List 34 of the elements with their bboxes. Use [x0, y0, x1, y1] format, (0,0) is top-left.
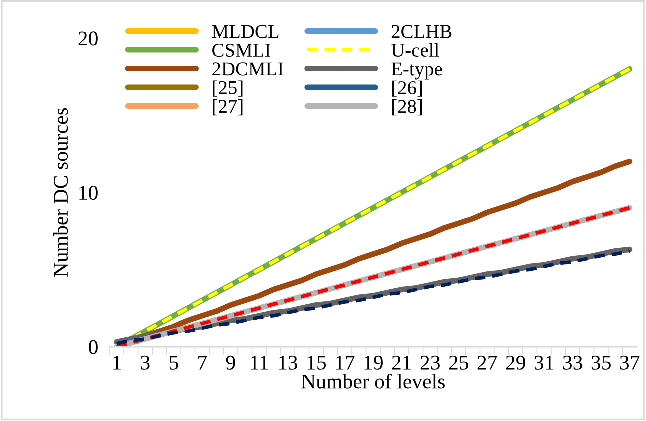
legend-label: 2DCMLI	[212, 62, 284, 76]
x-tick-label: 23	[420, 356, 440, 370]
x-tick-label: 7	[198, 356, 208, 370]
x-tick-label: 13	[279, 356, 298, 370]
x-tick-label: 33	[563, 356, 582, 370]
legend-label: [26]	[392, 80, 422, 97]
legend-label: E-type	[392, 62, 442, 80]
x-tick-label: 1	[114, 356, 121, 370]
x-tick-label: 19	[364, 356, 383, 370]
x-tick-label: 25	[449, 356, 468, 370]
x-tick-label: 17	[336, 356, 355, 370]
x-tick-label: 9	[226, 356, 236, 370]
x-tick-label: 5	[170, 356, 178, 370]
y-tick-label: 10	[80, 186, 98, 200]
y-tick-label: 20	[78, 32, 98, 46]
x-axis-title: Number of levels	[302, 374, 445, 389]
x-tick-label: 21	[392, 356, 412, 370]
x-tick-label: 31	[534, 356, 554, 370]
legend-label: MLDCL	[212, 25, 279, 38]
x-tick-label: 27	[478, 356, 498, 370]
legend-label: [28]	[392, 100, 422, 116]
legend-label: CSMLI	[212, 44, 270, 58]
legend-label: [25]	[213, 80, 243, 97]
y-tick-label: 0	[89, 340, 98, 354]
x-tick-label: 35	[592, 356, 611, 370]
x-tick-label: 3	[141, 356, 150, 370]
x-tick-label: 37	[620, 356, 640, 370]
x-tick-label: 11	[251, 356, 268, 370]
y-axis-title: Number DC sources	[53, 108, 68, 278]
x-tick-label: 15	[308, 356, 326, 370]
legend-label: 2CLHB	[392, 25, 452, 38]
x-tick-label: 29	[506, 356, 526, 370]
legend-label: [27]	[213, 100, 243, 116]
legend-label: U-cell	[391, 43, 440, 58]
